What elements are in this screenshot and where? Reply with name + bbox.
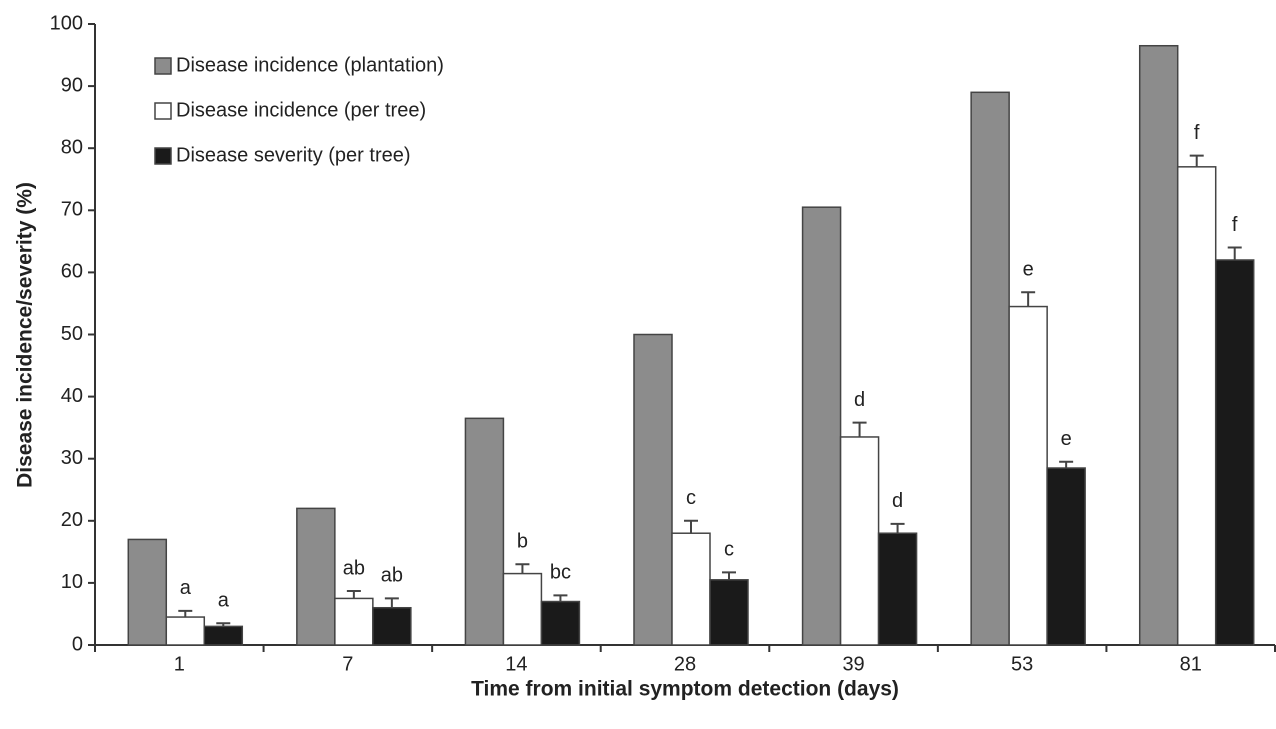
significance-letter: a	[218, 590, 230, 612]
x-tick-label: 53	[1011, 653, 1033, 675]
error-bar	[346, 589, 361, 599]
x-tick-label: 14	[505, 653, 527, 675]
bar	[877, 532, 918, 646]
y-tick-label: 10	[61, 571, 83, 593]
legend-swatch	[154, 102, 172, 120]
bar	[1046, 467, 1086, 646]
x-axis-title: Time from initial symptom detection (day…	[471, 678, 899, 701]
y-tick-label: 60	[61, 261, 83, 283]
significance-letter: c	[686, 487, 696, 509]
legend-swatch	[154, 57, 172, 75]
y-tick-label: 0	[72, 633, 83, 655]
bar	[839, 436, 880, 646]
bar	[464, 417, 505, 646]
significance-letter: ab	[343, 557, 365, 579]
x-tick-label: 28	[674, 653, 696, 675]
bar	[1008, 305, 1048, 646]
bar	[127, 538, 168, 646]
bar	[334, 597, 374, 646]
y-tick-label: 20	[61, 509, 83, 531]
error-bar	[216, 622, 231, 627]
error-bar	[890, 522, 905, 534]
significance-letter: d	[892, 490, 903, 512]
error-bar	[1059, 460, 1074, 469]
x-tick-label: 7	[342, 653, 353, 675]
significance-letter: ab	[381, 565, 403, 587]
error-bar	[1189, 154, 1204, 167]
significance-letter: bc	[550, 562, 571, 584]
legend-swatch	[154, 147, 172, 165]
significance-letter: b	[517, 531, 528, 553]
bar	[502, 572, 543, 646]
y-tick-label: 80	[61, 136, 83, 158]
bar	[709, 579, 749, 646]
error-bar	[553, 594, 568, 602]
y-tick-label: 100	[50, 12, 83, 34]
bar	[296, 507, 336, 646]
bar	[165, 616, 206, 646]
bar	[540, 600, 581, 646]
significance-letter: d	[854, 389, 865, 411]
x-tick-label: 81	[1180, 653, 1202, 675]
bar	[1176, 166, 1217, 646]
significance-letter: e	[1023, 259, 1034, 281]
legend-label: Disease severity (per tree)	[176, 144, 411, 166]
error-bar	[1227, 246, 1242, 260]
bar	[203, 625, 244, 646]
bar	[633, 333, 673, 646]
significance-letter: f	[1194, 122, 1200, 144]
significance-letter: f	[1232, 214, 1238, 236]
y-axis-title: Disease incidence/severity (%)	[14, 182, 37, 488]
legend-label: Disease incidence (plantation)	[176, 54, 444, 76]
bar	[801, 206, 842, 646]
y-tick-label: 30	[61, 447, 83, 469]
significance-letter: e	[1061, 428, 1072, 450]
error-bar	[1021, 291, 1036, 307]
error-bar	[384, 597, 399, 608]
bar	[1138, 44, 1179, 646]
bar	[970, 91, 1010, 646]
y-tick-label: 70	[61, 199, 83, 221]
bar	[671, 532, 711, 646]
significance-letter: a	[180, 577, 192, 599]
x-tick-label: 1	[174, 653, 185, 675]
y-tick-label: 90	[61, 74, 83, 96]
error-bar	[515, 563, 530, 574]
error-bar	[178, 609, 193, 618]
error-bar	[852, 421, 867, 437]
significance-letter: c	[724, 539, 734, 561]
y-tick-label: 50	[61, 323, 83, 345]
error-bar	[722, 571, 736, 580]
x-tick-label: 39	[842, 653, 864, 675]
bar	[372, 606, 412, 646]
bar	[1214, 259, 1255, 646]
y-tick-label: 40	[61, 385, 83, 407]
error-bar	[684, 519, 698, 534]
legend-label: Disease incidence (per tree)	[176, 99, 426, 121]
